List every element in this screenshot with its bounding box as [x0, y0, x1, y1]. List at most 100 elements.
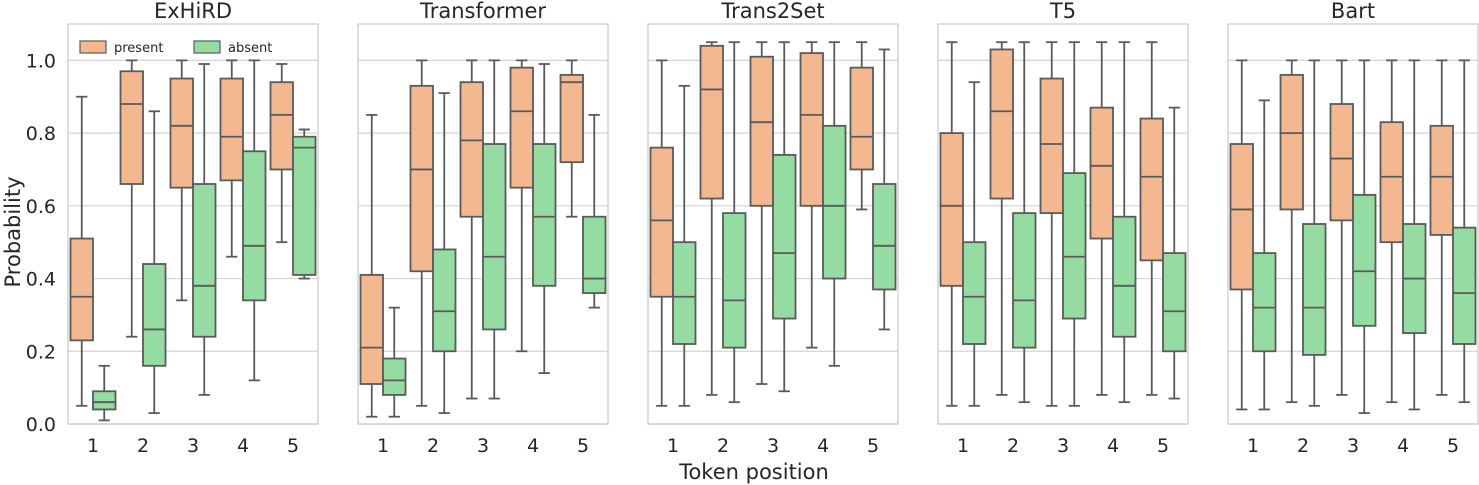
- present-box-5: [1139, 41, 1164, 396]
- panel-4: T5 1 2 3 4 5: [937, 0, 1189, 457]
- panel-frame: [67, 23, 319, 425]
- iqr-box: [459, 81, 484, 218]
- absent-box-1: [672, 84, 697, 407]
- x-tick-label: 2: [427, 435, 439, 457]
- present-box-2: [1279, 59, 1304, 404]
- x-tick-label: 4: [527, 435, 539, 457]
- x-tick-label: 4: [1107, 435, 1119, 457]
- present-box-4: [1379, 59, 1404, 404]
- x-tick-label: 2: [1297, 435, 1309, 457]
- y-tick-label: 0.4: [26, 269, 56, 291]
- panel-title: Bart: [1331, 0, 1375, 23]
- legend-label-absent: absent: [228, 41, 272, 56]
- absent-box-5: [872, 48, 897, 331]
- present-box-1: [359, 114, 384, 418]
- legend-label-present: present: [114, 41, 163, 56]
- iqr-box: [1429, 124, 1454, 236]
- present-box-1: [649, 59, 674, 407]
- y-tick-label: 0.0: [26, 414, 56, 436]
- x-tick-label: 4: [1397, 435, 1409, 457]
- iqr-box: [69, 237, 94, 342]
- absent-box-2: [722, 41, 747, 404]
- x-tick-label: 3: [187, 435, 199, 457]
- absent-box-2: [142, 110, 167, 414]
- iqr-box: [582, 215, 607, 294]
- present-box-5: [1429, 59, 1454, 396]
- iqr-box: [1139, 117, 1164, 262]
- iqr-box: [142, 263, 167, 367]
- iqr-box: [1012, 212, 1037, 349]
- panel-1: 0.0 0.2 0.4 0.6 0.8 1.0 ExHiRD 1 2 3 4 5 present abse…: [26, 0, 319, 457]
- x-tick-label: 3: [1347, 435, 1359, 457]
- x-tick-label: 1: [377, 435, 389, 457]
- legend-swatch-present: [79, 40, 107, 54]
- absent-box-3: [482, 59, 507, 400]
- iqr-box: [699, 44, 724, 200]
- absent-box-4: [532, 63, 557, 374]
- present-box-3: [749, 41, 774, 385]
- panel-title: T5: [1049, 0, 1076, 23]
- absent-box-3: [772, 41, 797, 393]
- panel-2: Transformer 1 2 3 4 5: [357, 0, 609, 457]
- iqr-box: [1352, 194, 1377, 327]
- iqr-box: [292, 135, 317, 276]
- iqr-box: [962, 241, 987, 345]
- absent-box-4: [1402, 59, 1427, 411]
- panel-5: Bart 1 2 3 4 5: [1227, 0, 1479, 457]
- iqr-box: [1089, 106, 1114, 240]
- absent-box-2: [1012, 41, 1037, 404]
- absent-box-4: [822, 41, 847, 367]
- iqr-box: [192, 183, 217, 338]
- absent-box-5: [1162, 106, 1187, 400]
- iqr-box: [482, 143, 507, 331]
- iqr-box: [432, 248, 457, 353]
- x-tick-label: 5: [1157, 435, 1169, 457]
- panel-title: Trans2Set: [720, 0, 824, 23]
- absent-box-2: [432, 92, 457, 414]
- x-tick-label: 3: [477, 435, 489, 457]
- iqr-box: [219, 77, 244, 182]
- iqr-box: [849, 66, 874, 171]
- present-box-4: [1089, 41, 1114, 396]
- x-tick-label: 3: [1057, 435, 1069, 457]
- present-box-1: [939, 41, 964, 407]
- y-tick-label: 0.2: [26, 341, 56, 363]
- y-tick-label: 0.6: [26, 196, 56, 218]
- iqr-box: [1229, 143, 1254, 291]
- x-tick-label: 2: [717, 435, 729, 457]
- iqr-box: [92, 390, 117, 411]
- present-box-2: [409, 59, 434, 407]
- x-tick-label: 4: [817, 435, 829, 457]
- iqr-box: [939, 132, 964, 287]
- present-box-2: [989, 41, 1014, 396]
- x-tick-label: 5: [1447, 435, 1459, 457]
- x-tick-label: 2: [1007, 435, 1019, 457]
- legend-swatch-absent: [193, 40, 221, 54]
- absent-box-4: [242, 59, 267, 382]
- iqr-box: [119, 70, 144, 185]
- iqr-box: [1329, 103, 1354, 222]
- absent-box-3: [1352, 59, 1377, 414]
- absent-box-2: [1302, 59, 1327, 407]
- iqr-box: [1379, 121, 1404, 244]
- present-box-4: [219, 59, 244, 258]
- iqr-box: [872, 183, 897, 291]
- iqr-box: [559, 74, 584, 164]
- iqr-box: [1302, 223, 1327, 356]
- iqr-box: [269, 81, 294, 171]
- panel-title: ExHiRD: [154, 0, 232, 23]
- iqr-box: [649, 146, 674, 298]
- present-box-4: [799, 41, 824, 349]
- absent-box-5: [292, 128, 317, 280]
- x-tick-label: 5: [867, 435, 879, 457]
- panel-3: Trans2Set 1 2 3 4 5: [647, 0, 899, 457]
- iqr-box: [772, 154, 797, 320]
- x-axis-label: Token position: [678, 460, 829, 484]
- iqr-box: [989, 48, 1014, 200]
- panels-group: 0.0 0.2 0.4 0.6 0.8 1.0 ExHiRD 1 2 3 4 5 present abse…: [26, 0, 1479, 457]
- present-box-2: [699, 41, 724, 396]
- x-tick-label: 4: [237, 435, 249, 457]
- panel-title: Transformer: [419, 0, 546, 23]
- iqr-box: [822, 124, 847, 280]
- x-tick-label: 5: [577, 435, 589, 457]
